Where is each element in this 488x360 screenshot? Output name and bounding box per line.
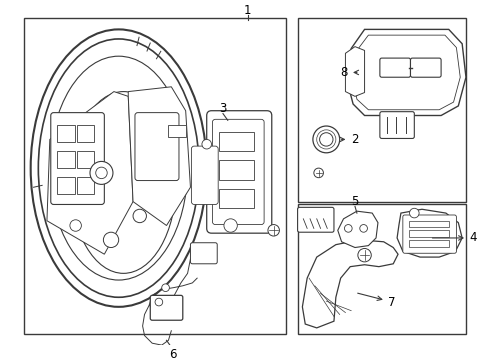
Circle shape	[155, 298, 163, 306]
Polygon shape	[302, 240, 397, 328]
Text: 8: 8	[339, 66, 358, 79]
Bar	[58, 151, 75, 168]
Bar	[219, 132, 253, 151]
Bar	[58, 177, 75, 194]
FancyBboxPatch shape	[190, 243, 217, 264]
FancyBboxPatch shape	[206, 111, 271, 233]
Bar	[297, 204, 465, 334]
Circle shape	[133, 209, 146, 222]
Bar	[219, 161, 253, 180]
Ellipse shape	[38, 39, 199, 297]
Bar	[24, 18, 285, 334]
Polygon shape	[345, 46, 364, 96]
Text: 5: 5	[350, 195, 358, 208]
Text: 1: 1	[244, 4, 251, 17]
Bar	[219, 189, 253, 208]
Circle shape	[96, 167, 107, 179]
Polygon shape	[47, 91, 133, 254]
FancyBboxPatch shape	[135, 113, 179, 181]
Circle shape	[103, 232, 119, 248]
Polygon shape	[337, 211, 377, 248]
Bar	[77, 177, 94, 194]
Bar	[168, 125, 185, 136]
FancyBboxPatch shape	[379, 112, 413, 139]
FancyBboxPatch shape	[402, 215, 455, 253]
Circle shape	[70, 220, 81, 231]
Polygon shape	[346, 30, 465, 116]
Text: 3: 3	[219, 102, 226, 115]
Bar	[408, 230, 448, 237]
Bar	[408, 240, 448, 247]
FancyBboxPatch shape	[379, 58, 409, 77]
Circle shape	[162, 284, 169, 292]
Text: 6: 6	[169, 348, 177, 360]
Polygon shape	[128, 87, 190, 225]
FancyBboxPatch shape	[150, 295, 183, 320]
Ellipse shape	[71, 91, 176, 273]
Circle shape	[319, 133, 332, 146]
Bar	[58, 125, 75, 142]
FancyBboxPatch shape	[191, 146, 218, 204]
Circle shape	[359, 225, 366, 232]
Bar	[297, 18, 465, 202]
FancyBboxPatch shape	[409, 58, 440, 77]
FancyBboxPatch shape	[297, 207, 333, 232]
Ellipse shape	[31, 30, 206, 307]
Circle shape	[267, 225, 279, 236]
Circle shape	[224, 219, 237, 232]
Polygon shape	[352, 35, 459, 110]
Polygon shape	[396, 209, 461, 257]
Bar	[77, 151, 94, 168]
Circle shape	[90, 161, 113, 184]
Bar	[408, 221, 448, 228]
Circle shape	[313, 168, 323, 178]
Circle shape	[344, 225, 351, 232]
Circle shape	[202, 139, 211, 149]
Circle shape	[357, 248, 370, 262]
Circle shape	[312, 126, 339, 153]
Text: 4: 4	[431, 231, 476, 244]
Bar	[77, 125, 94, 142]
FancyBboxPatch shape	[51, 113, 104, 204]
FancyBboxPatch shape	[212, 119, 264, 225]
Ellipse shape	[50, 56, 187, 280]
Text: 7: 7	[357, 293, 395, 309]
Text: 2: 2	[339, 133, 358, 146]
Circle shape	[408, 208, 418, 218]
